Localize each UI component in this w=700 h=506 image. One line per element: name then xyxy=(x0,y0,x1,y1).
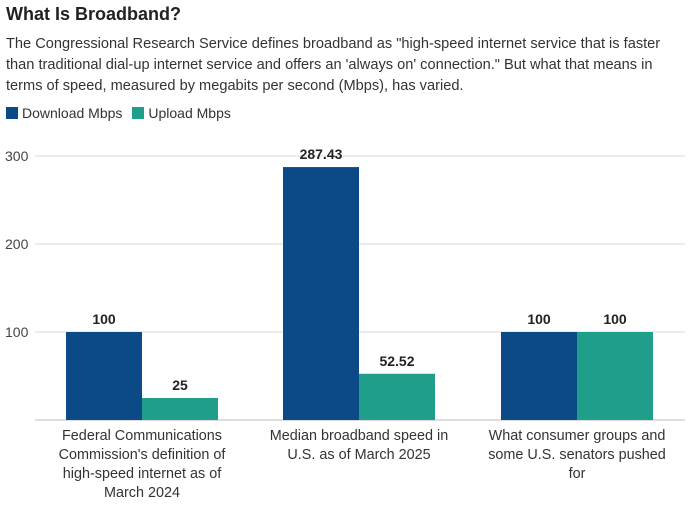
bar-download xyxy=(66,332,142,420)
x-tick-label: U.S. as of March 2025 xyxy=(287,447,430,463)
x-tick-label: March 2024 xyxy=(104,485,180,501)
legend-swatch-upload xyxy=(132,107,145,119)
y-tick-label: 200 xyxy=(5,236,29,252)
legend-item-upload: Upload Mbps xyxy=(132,105,231,121)
legend-item-download: Download Mbps xyxy=(6,105,122,121)
legend-swatch-download xyxy=(6,107,18,119)
chart-subtitle: The Congressional Research Service defin… xyxy=(6,36,661,94)
bar-download xyxy=(501,332,577,420)
x-tick-label: Median broadband speed in xyxy=(270,428,448,444)
data-label: 100 xyxy=(603,311,627,327)
x-tick-label: What consumer groups and xyxy=(489,428,666,444)
legend-label-download: Download Mbps xyxy=(22,105,123,121)
bar-upload xyxy=(142,398,218,420)
data-label: 287.43 xyxy=(300,146,343,162)
bar-download xyxy=(283,167,359,420)
bar-upload xyxy=(359,373,435,420)
data-label: 100 xyxy=(527,311,551,327)
x-tick-label: high-speed internet as of xyxy=(63,466,222,482)
x-tick-label: Federal Communications xyxy=(62,428,222,444)
legend-label-upload: Upload Mbps xyxy=(148,105,231,121)
x-tick-label: for xyxy=(569,466,586,482)
y-tick-label: 100 xyxy=(5,324,29,340)
chart-title: What Is Broadband? xyxy=(6,4,181,24)
legend: Download Mbps Upload Mbps xyxy=(6,105,241,121)
x-tick-label: Commission's definition of xyxy=(59,447,227,463)
data-label: 25 xyxy=(172,377,188,393)
data-label: 100 xyxy=(92,311,116,327)
x-tick-label: some U.S. senators pushed xyxy=(488,447,666,463)
data-label: 52.52 xyxy=(379,353,414,369)
y-tick-label: 300 xyxy=(5,148,29,164)
bar-upload xyxy=(577,332,653,420)
